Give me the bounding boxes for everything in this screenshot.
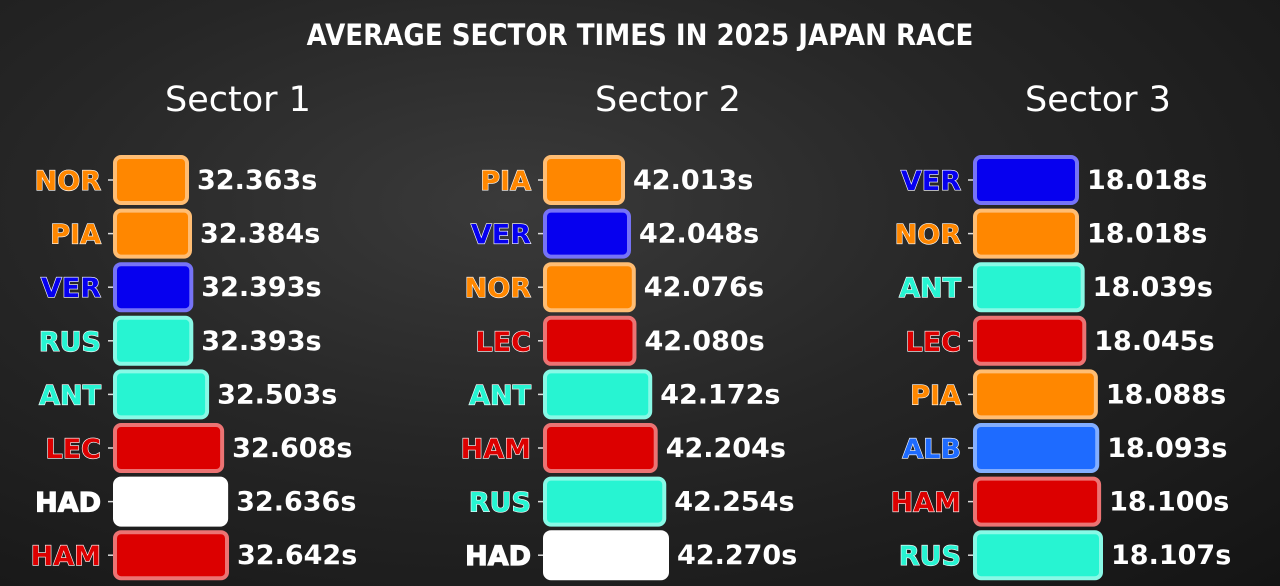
category-label: HAD [465, 541, 531, 572]
value-label: 32.393s [201, 326, 321, 357]
category-label: VER [901, 166, 961, 197]
category-label: HAM [461, 434, 531, 465]
category-label: ALB [902, 434, 961, 465]
chart-title: AVERAGE SECTOR TIMES IN 2025 JAPAN RACE [306, 18, 974, 52]
bar-ham [543, 423, 658, 473]
value-label: 42.270s [677, 540, 797, 571]
bar-ant [543, 369, 653, 420]
bar-lec [543, 315, 637, 366]
bar-rus [543, 476, 667, 527]
bar-ham [973, 476, 1102, 527]
value-label: 18.039s [1093, 272, 1213, 303]
sector-1-title: Sector 1 [165, 80, 311, 120]
value-label: 32.384s [200, 219, 320, 250]
bar-alb [973, 423, 1100, 473]
category-label: LEC [46, 434, 101, 465]
category-label: PIA [50, 220, 101, 251]
value-label: 32.503s [217, 379, 337, 410]
value-label: 18.107s [1111, 540, 1231, 571]
sector-3-title: Sector 3 [1025, 80, 1171, 120]
bar-lec [113, 423, 225, 473]
sector-2-title: Sector 2 [595, 80, 741, 120]
value-label: 32.642s [237, 540, 357, 571]
category-label: VER [471, 220, 531, 251]
bar-ant [973, 262, 1085, 313]
value-label: 18.018s [1087, 165, 1207, 196]
bar-pia [973, 369, 1098, 420]
value-label: 42.048s [639, 219, 759, 250]
category-label: HAM [31, 541, 101, 572]
category-label: HAM [891, 488, 961, 519]
category-label: NOR [465, 273, 532, 304]
category-label: ANT [899, 273, 961, 304]
bar-nor [543, 262, 636, 313]
sector-1-chart: NOR 32.363s PIA 32.384s VER 32.393s RUS 32.393s… [30, 155, 357, 581]
bar-ver [543, 208, 631, 259]
category-label: VER [41, 273, 101, 304]
category-label: LEC [476, 327, 531, 358]
bar-rus [113, 315, 194, 366]
sector-3-chart: VER 18.018s NOR 18.018s ANT 18.039s LEC 18.045s… [890, 155, 1231, 581]
bar-ham [113, 530, 229, 581]
value-label: 18.018s [1087, 219, 1207, 250]
category-label: HAD [35, 488, 101, 519]
value-label: 32.608s [232, 433, 352, 464]
value-label: 42.080s [644, 326, 764, 357]
value-label: 18.088s [1106, 379, 1226, 410]
value-label: 42.013s [633, 165, 753, 196]
category-label: NOR [895, 220, 962, 251]
bar-ver [973, 155, 1079, 205]
bar-ant [113, 369, 210, 420]
bar-nor [973, 208, 1079, 259]
category-label: RUS [469, 488, 531, 519]
category-label: ANT [39, 380, 101, 411]
value-label: 18.045s [1094, 326, 1214, 357]
bar-ver [113, 262, 194, 313]
category-label: RUS [899, 541, 961, 572]
value-label: 18.100s [1109, 487, 1229, 518]
category-label: NOR [35, 166, 102, 197]
value-label: 18.093s [1107, 433, 1227, 464]
bar-lec [973, 315, 1087, 366]
value-label: 42.254s [674, 487, 794, 518]
sector-2-chart: PIA 42.013s VER 42.048s NOR 42.076s LEC 42.080s… [460, 155, 797, 581]
value-label: 42.172s [660, 379, 780, 410]
category-label: ANT [469, 380, 531, 411]
bar-had [543, 530, 669, 581]
value-label: 42.076s [644, 272, 764, 303]
value-label: 32.636s [236, 487, 356, 518]
category-label: PIA [910, 380, 961, 411]
value-label: 32.393s [201, 272, 321, 303]
bar-nor [113, 155, 189, 205]
bar-pia [543, 155, 625, 205]
category-label: LEC [906, 327, 961, 358]
bar-rus [973, 530, 1103, 581]
value-label: 42.204s [666, 433, 786, 464]
category-label: PIA [480, 166, 531, 197]
category-label: RUS [39, 327, 101, 358]
value-label: 32.363s [197, 165, 317, 196]
bar-had [113, 476, 229, 527]
bar-pia [113, 208, 193, 259]
